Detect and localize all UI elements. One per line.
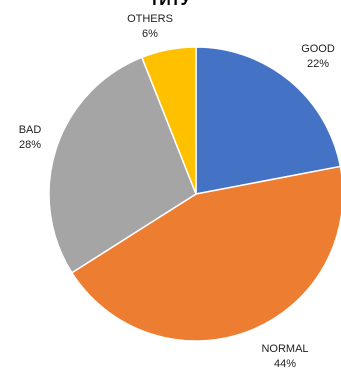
- data-label-others-value: 6%: [142, 28, 158, 40]
- data-label-normal: NORMAL 44%: [261, 343, 308, 370]
- pie-slice-normal: [70, 165, 341, 342]
- pie-slice-bad: [48, 56, 197, 274]
- pie-slice-others: [140, 46, 197, 195]
- data-label-others: OTHERS 6%: [127, 13, 173, 40]
- data-label-normal-value: 44%: [274, 358, 296, 370]
- data-label-bad-value: 28%: [19, 139, 41, 151]
- data-label-bad: BAD 28%: [19, 124, 42, 151]
- pie-slice-good: [195, 46, 341, 195]
- data-label-others-category: OTHERS: [127, 13, 173, 25]
- data-label-bad-category: BAD: [19, 124, 42, 136]
- chart-title: ТИТУ: [150, 0, 192, 9]
- data-label-good-value: 22%: [307, 58, 329, 70]
- pie-slices: [48, 46, 341, 342]
- data-label-normal-category: NORMAL: [261, 343, 308, 355]
- data-label-good: GOOD 22%: [301, 43, 335, 70]
- data-label-good-category: GOOD: [301, 43, 335, 55]
